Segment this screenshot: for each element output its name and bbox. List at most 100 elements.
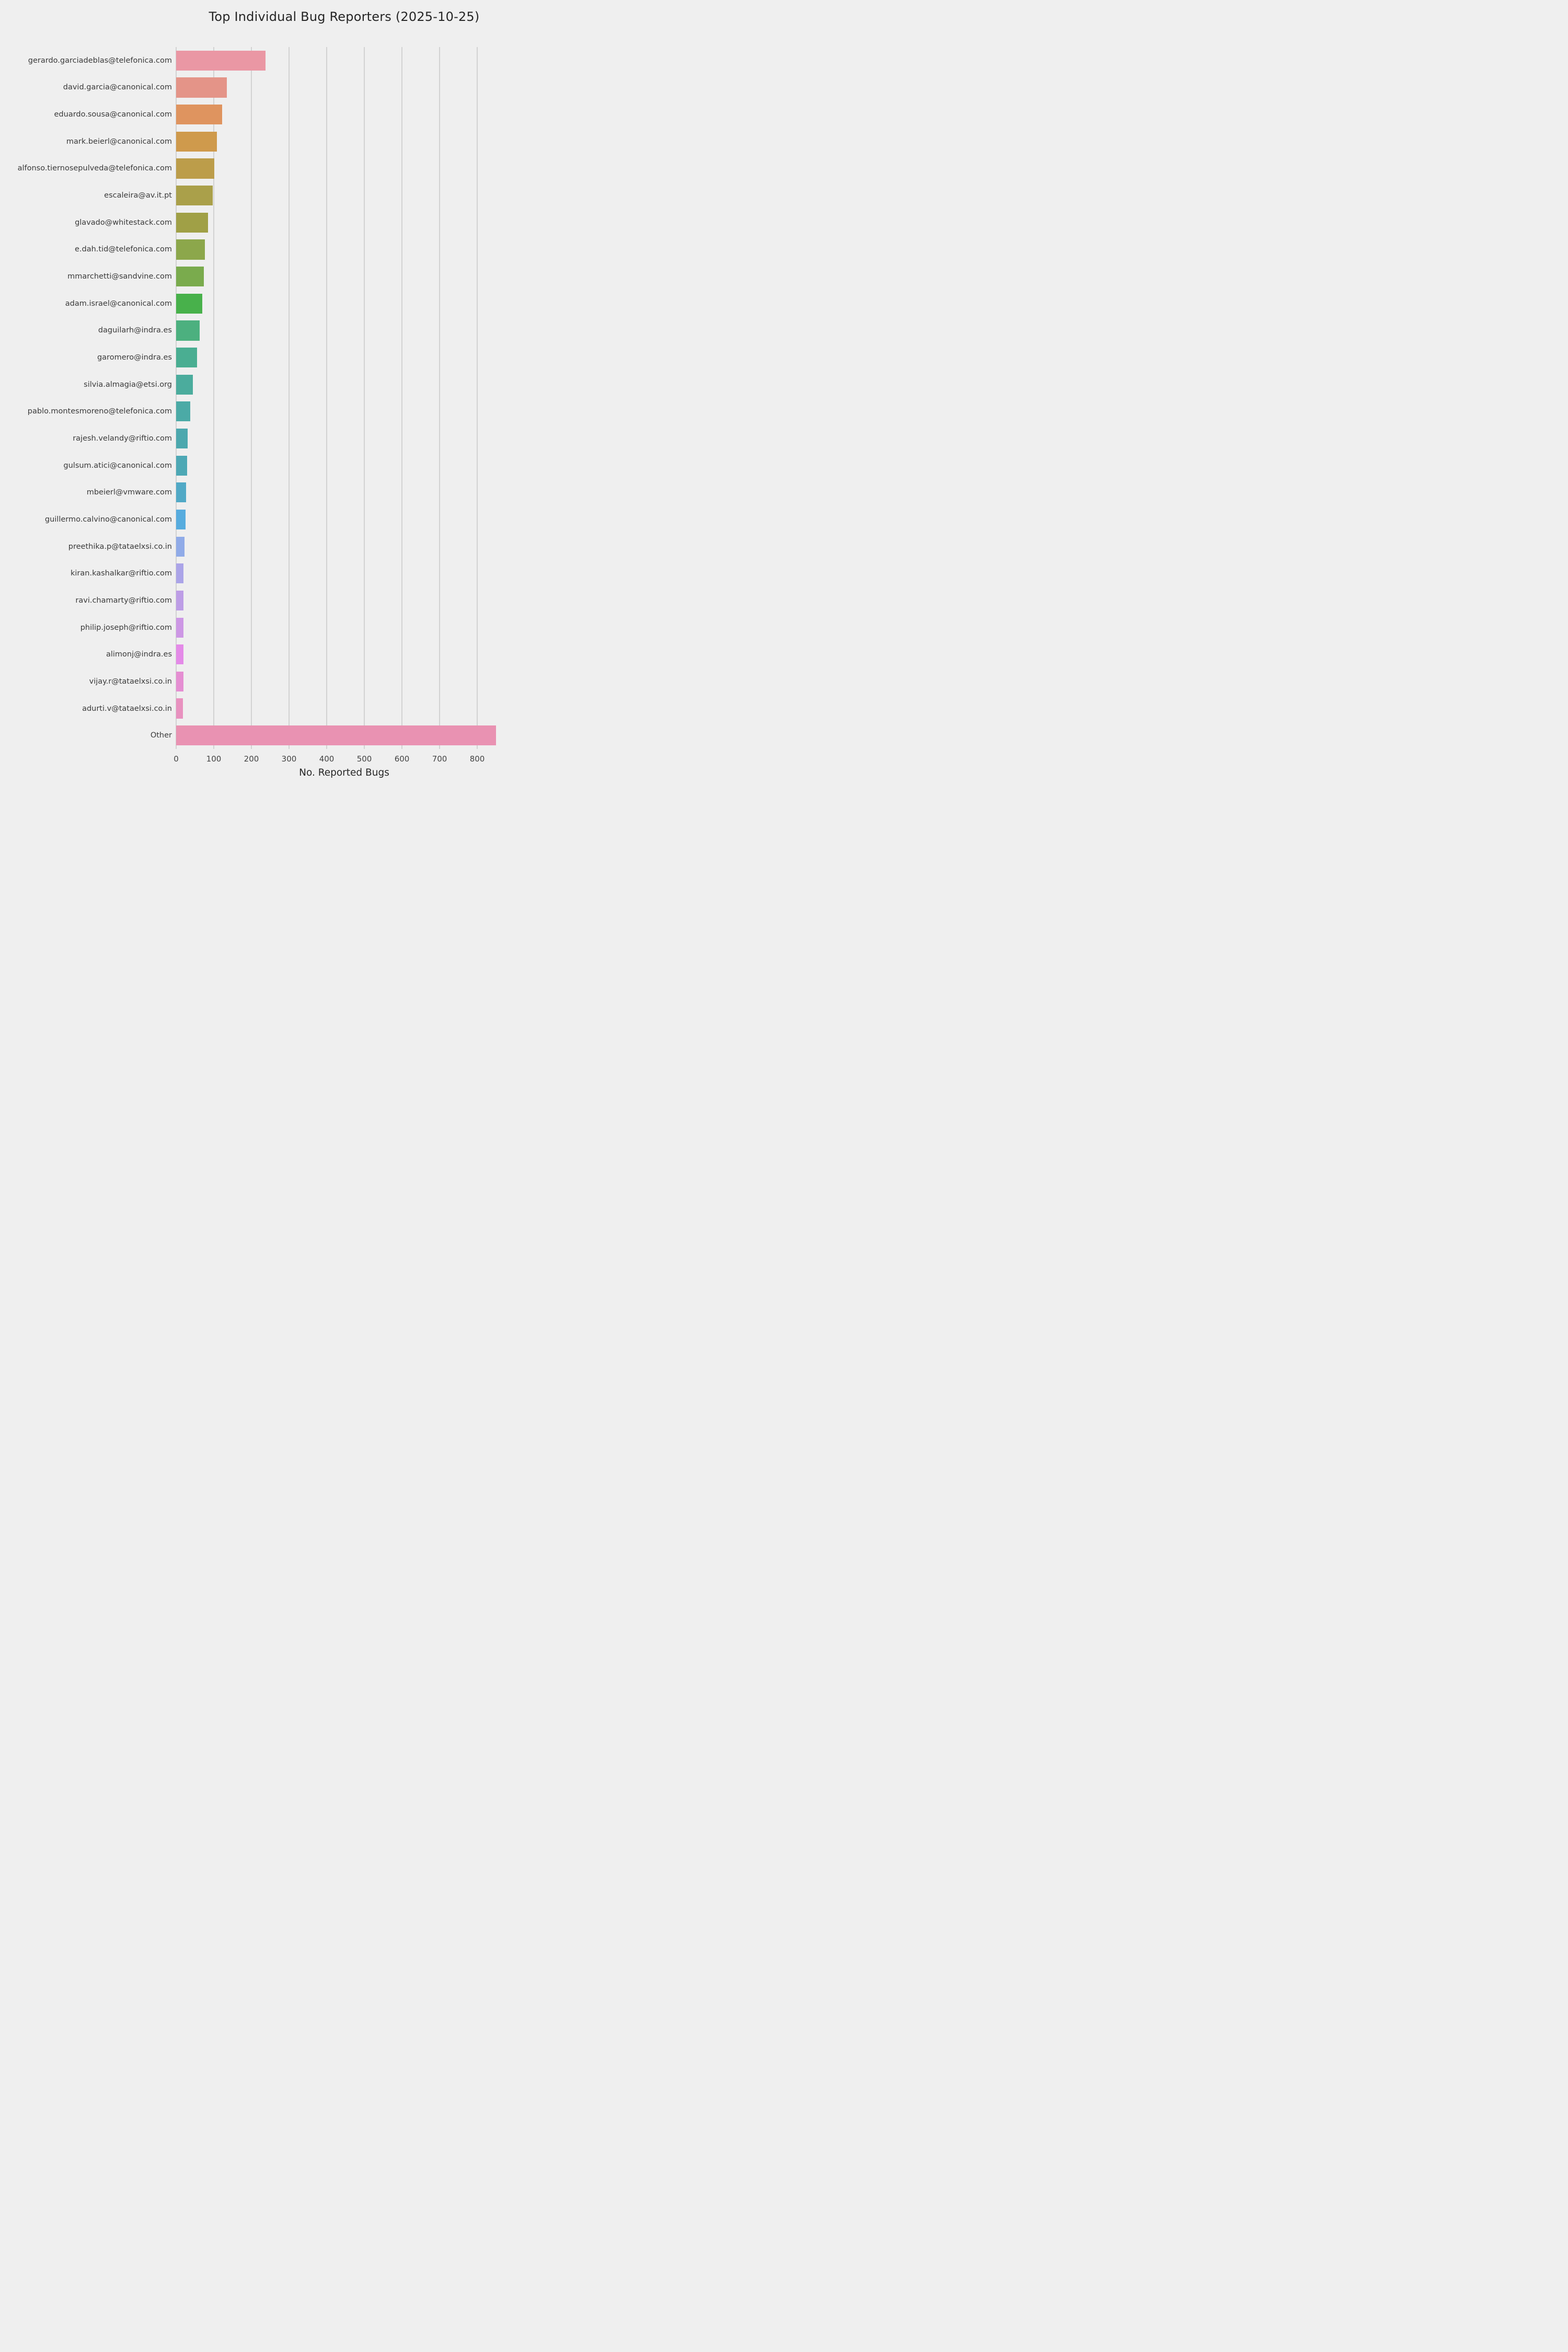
x-axis-ticks: 0 100 200 300 400 500 600 700 800 — [0, 754, 523, 766]
bar-row: mmarchetti@sandvine.com — [0, 263, 512, 290]
bar — [176, 50, 266, 71]
bar-row: eduardo.sousa@canonical.com — [0, 101, 512, 128]
bar-row: e.dah.tid@telefonica.com — [0, 236, 512, 263]
bar-row: alfonso.tiernosepulveda@telefonica.com — [0, 155, 512, 182]
bar-row: garomero@indra.es — [0, 344, 512, 371]
x-tick-label: 700 — [432, 754, 447, 764]
category-label: philip.joseph@riftio.com — [80, 623, 172, 632]
bar-track — [176, 371, 512, 398]
bar-track — [176, 452, 512, 479]
bar-track — [176, 317, 512, 344]
bar — [176, 266, 204, 287]
bar-track — [176, 128, 512, 155]
category-label: silvia.almagia@etsi.org — [84, 380, 172, 389]
bar-track — [176, 398, 512, 425]
bar-row: vijay.r@tataelxsi.co.in — [0, 668, 512, 695]
bar-rows: gerardo.garciadeblas@telefonica.com david… — [0, 47, 512, 749]
bar-row: escaleira@av.it.pt — [0, 182, 512, 209]
bar — [176, 293, 203, 314]
bar — [176, 428, 188, 449]
bar-row: david.garcia@canonical.com — [0, 74, 512, 101]
category-label: mmarchetti@sandvine.com — [67, 272, 172, 281]
bar-track — [176, 101, 512, 128]
x-tick-label: 200 — [244, 754, 259, 764]
gridline-x-100 — [213, 47, 214, 749]
bar-track — [176, 182, 512, 209]
bar-track — [176, 506, 512, 533]
x-tick-label: 800 — [469, 754, 485, 764]
bar-track — [176, 668, 512, 695]
gridline-x-700 — [439, 47, 441, 749]
bar — [176, 347, 198, 368]
bar-row: preethika.p@tataelxsi.co.in — [0, 533, 512, 560]
bar-row: rajesh.velandy@riftio.com — [0, 425, 512, 452]
bar-row: adam.israel@canonical.com — [0, 290, 512, 317]
bar-row: daguilarh@indra.es — [0, 317, 512, 344]
category-label: mark.beierl@canonical.com — [66, 137, 172, 146]
category-label: gerardo.garciadeblas@telefonica.com — [28, 56, 172, 65]
bar-track — [176, 479, 512, 506]
category-label: gulsum.atici@canonical.com — [63, 461, 172, 470]
category-label: guillermo.calvino@canonical.com — [44, 515, 172, 524]
bar-track — [176, 290, 512, 317]
bar — [176, 186, 213, 206]
x-tick-label: 300 — [281, 754, 297, 764]
bar-row: gulsum.atici@canonical.com — [0, 452, 512, 479]
category-label: kiran.kashalkar@riftio.com — [71, 569, 172, 578]
bar-track — [176, 587, 512, 614]
x-tick-label: 100 — [206, 754, 222, 764]
bar — [176, 105, 222, 125]
bar-row: gerardo.garciadeblas@telefonica.com — [0, 47, 512, 74]
bar-row: silvia.almagia@etsi.org — [0, 371, 512, 398]
bar-track — [176, 74, 512, 101]
bar — [176, 482, 186, 503]
bar — [176, 212, 209, 233]
category-label: escaleira@av.it.pt — [104, 191, 172, 200]
category-label: mbeierl@vmware.com — [86, 488, 172, 497]
category-label: rajesh.velandy@riftio.com — [73, 434, 172, 443]
bar — [176, 374, 193, 395]
category-label: daguilarh@indra.es — [98, 326, 172, 335]
x-tick-label: 0 — [174, 754, 179, 764]
chart-title: Top Individual Bug Reporters (2025-10-25… — [209, 9, 480, 24]
category-label: david.garcia@canonical.com — [63, 83, 172, 92]
category-label: ravi.chamarty@riftio.com — [75, 596, 172, 605]
bar-row: kiran.kashalkar@riftio.com — [0, 560, 512, 587]
gridline-x-800 — [477, 47, 478, 749]
bar-row: mbeierl@vmware.com — [0, 479, 512, 506]
gridline-x-0 — [176, 47, 177, 749]
category-label: adurti.v@tataelxsi.co.in — [82, 704, 172, 713]
bar — [176, 77, 227, 98]
gridline-x-600 — [401, 47, 403, 749]
bar-track — [176, 722, 512, 749]
category-label: preethika.p@tataelxsi.co.in — [68, 542, 172, 551]
bar-track — [176, 236, 512, 263]
bug-reporters-bar-chart: Top Individual Bug Reporters (2025-10-25… — [0, 0, 523, 784]
bar-track — [176, 533, 512, 560]
category-label: alfonso.tiernosepulveda@telefonica.com — [17, 164, 172, 173]
bar — [176, 320, 200, 341]
bar-row: adurti.v@tataelxsi.co.in — [0, 695, 512, 722]
category-label: glavado@whitestack.com — [75, 218, 172, 227]
bar — [176, 131, 217, 152]
x-tick-label: 600 — [394, 754, 410, 764]
gridline-x-400 — [326, 47, 328, 749]
bar-track — [176, 155, 512, 182]
x-tick-label: 500 — [356, 754, 372, 764]
bar-row: Other — [0, 722, 512, 749]
bar — [176, 401, 190, 422]
bar — [176, 671, 184, 692]
bar-track — [176, 695, 512, 722]
bar-track — [176, 614, 512, 641]
bar-track — [176, 344, 512, 371]
bar — [176, 239, 205, 260]
bar — [176, 725, 497, 746]
category-label: alimonj@indra.es — [106, 650, 172, 659]
bar-row: alimonj@indra.es — [0, 641, 512, 668]
bar-row: glavado@whitestack.com — [0, 209, 512, 236]
category-label: vijay.r@tataelxsi.co.in — [89, 677, 172, 686]
x-axis-title: No. Reported Bugs — [299, 767, 389, 778]
bar-track — [176, 425, 512, 452]
category-label: garomero@indra.es — [97, 353, 172, 362]
bar — [176, 509, 186, 530]
